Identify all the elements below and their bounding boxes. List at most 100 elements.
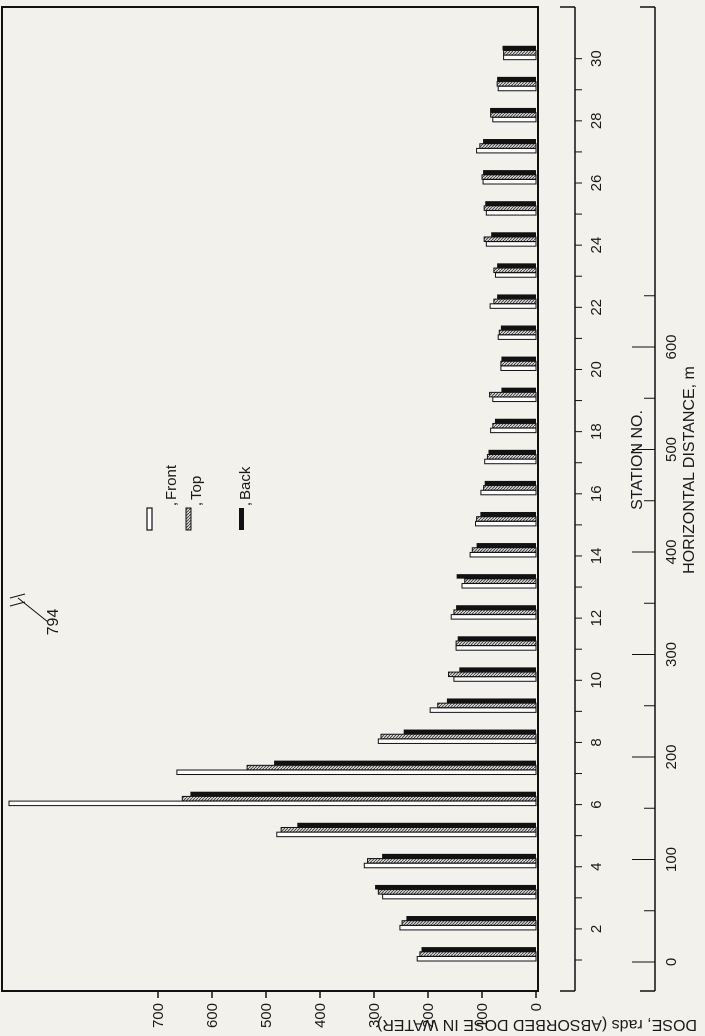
bar-top-station-12 (453, 609, 537, 615)
bar-top-station-14 (471, 547, 537, 553)
bar-front-station-17 (484, 458, 537, 465)
bar-top-station-8 (380, 733, 537, 740)
bar-front-station-24 (485, 241, 537, 247)
bar-top-station-24 (483, 236, 537, 242)
bar-top-station-5 (280, 826, 537, 833)
bar-top-station-13 (464, 578, 537, 584)
legend-swatch-top (185, 507, 192, 531)
bar-front-station-26 (482, 179, 537, 185)
station-tick-label-22: 22 (588, 299, 605, 316)
bar-front-station-20 (500, 365, 537, 371)
bar-back-station-28 (490, 107, 536, 113)
bar-front-station-11 (455, 645, 537, 651)
bar-back-station-17 (488, 449, 536, 455)
station-tick-label-10: 10 (588, 672, 605, 689)
bar-back-station-5 (297, 822, 536, 828)
legend-comma-back: , (237, 502, 254, 506)
distance-tick-label-600: 600 (663, 334, 680, 359)
break-value-label: 794 (45, 609, 62, 636)
bar-top-station-26 (481, 174, 537, 180)
station-tick-label-16: 16 (588, 485, 605, 502)
legend: Front , Top , Back , (146, 464, 254, 531)
axes-layer: 0100200300400500600700246810121416182022… (2, 6, 680, 1028)
legend-label-front: Front (163, 464, 180, 500)
station-tick-label-18: 18 (588, 423, 605, 440)
break-annotation: 794 (9, 593, 62, 636)
station-tick-label-14: 14 (588, 548, 605, 565)
bar-back-station-15 (480, 511, 536, 517)
bar-front-station-27 (476, 147, 537, 154)
bar-front-station-9 (429, 707, 537, 713)
bar-top-station-22 (493, 298, 537, 305)
dose-tick-label-0: 0 (528, 1003, 545, 1011)
dose-axis-title: DOSE, rads (ABSORBED DOSE IN WATER) (377, 1016, 697, 1033)
station-tick-label-2: 2 (588, 925, 605, 933)
distance-tick-label-0: 0 (663, 958, 680, 966)
distance-axis-title: HORIZONTAL DISTANCE, m (681, 366, 698, 574)
bar-top-station-4 (367, 858, 537, 864)
bar-top-station-27 (479, 143, 537, 149)
dose-tick-label-400: 400 (312, 1003, 329, 1028)
bar-front-station-4 (363, 862, 537, 869)
bar-back-station-14 (476, 543, 536, 548)
bar-top-station-19 (489, 391, 537, 398)
bar-top-station-21 (498, 329, 537, 336)
bar-front-station-18 (490, 427, 537, 434)
bar-front-station-28 (492, 116, 537, 123)
bar-back-station-16 (484, 480, 536, 486)
bar-back-station-10 (459, 667, 536, 672)
dose-tick-label-100: 100 (474, 1003, 491, 1028)
bar-back-station-7 (274, 760, 536, 766)
bar-top-station-1 (419, 951, 537, 957)
bar-front-station-10 (453, 676, 537, 682)
dose-tick-label-500: 500 (258, 1003, 275, 1028)
bar-front-station-19 (492, 396, 537, 403)
bar-back-station-22 (497, 294, 536, 299)
bar-top-station-30 (503, 49, 537, 56)
bar-back-station-13 (456, 574, 536, 579)
station-tick-label-30: 30 (588, 50, 605, 67)
dose-tick-label-300: 300 (366, 1003, 383, 1028)
bar-front-station-13 (461, 583, 537, 589)
legend-swatch-front (146, 507, 153, 531)
bar-front-station-1 (416, 956, 537, 962)
bar-front-station-8 (377, 738, 537, 744)
station-tick-label-8: 8 (588, 738, 605, 746)
bar-front-station-22 (489, 303, 537, 309)
bar-back-station-23 (497, 263, 536, 268)
bar-top-station-11 (455, 640, 537, 646)
dose-tick-label-600: 600 (204, 1003, 221, 1028)
bar-front-station-12 (450, 614, 537, 620)
station-tick-label-28: 28 (588, 112, 605, 129)
bar-front-station-29 (497, 85, 537, 92)
bar-top-station-29 (496, 81, 537, 87)
bar-front-station-21 (497, 334, 537, 340)
bar-back-station-6 (190, 791, 536, 797)
bar-front-station-7 (176, 769, 537, 776)
bar-back-station-25 (485, 201, 536, 206)
bar-front-station-5 (276, 831, 537, 838)
bar-front-station-6 (8, 800, 537, 807)
station-axis-title: STATION NO. (629, 410, 646, 510)
distance-tick-label-300: 300 (663, 642, 680, 667)
bar-front-station-15 (475, 520, 537, 527)
station-tick-label-12: 12 (588, 610, 605, 627)
legend-label-top: Top (188, 476, 205, 500)
bar-top-station-10 (448, 671, 537, 678)
bar-front-station-14 (469, 551, 537, 558)
bar-back-station-11 (457, 636, 536, 641)
distance-tick-label-400: 400 (663, 539, 680, 564)
station-tick-label-20: 20 (588, 361, 605, 378)
bar-front-station-2 (399, 924, 537, 931)
legend-comma-front: , (163, 502, 180, 506)
bar-top-station-9 (437, 702, 537, 709)
station-tick-label-6: 6 (588, 800, 605, 808)
distance-tick-label-200: 200 (663, 744, 680, 769)
bar-top-station-25 (483, 205, 537, 211)
bar-top-station-7 (246, 764, 537, 771)
station-tick-label-26: 26 (588, 175, 605, 192)
distance-tick-label-500: 500 (663, 437, 680, 462)
bar-top-station-2 (401, 920, 537, 926)
bar-front-station-25 (485, 210, 537, 216)
